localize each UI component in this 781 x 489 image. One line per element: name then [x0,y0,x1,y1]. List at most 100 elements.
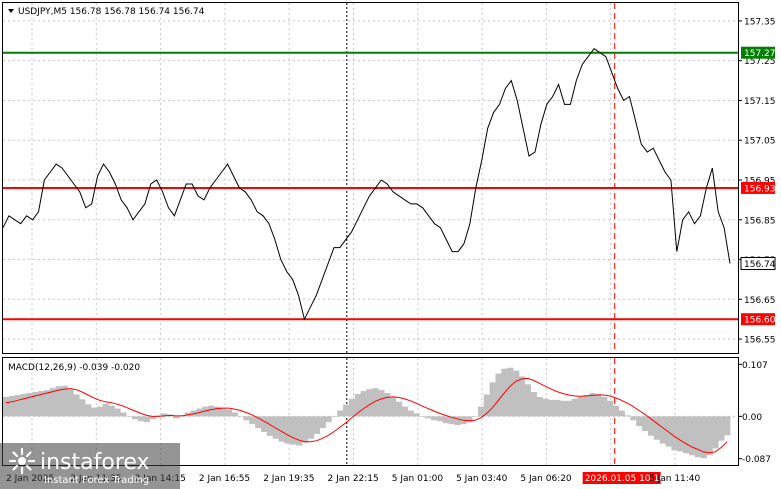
macd-bar [577,396,584,417]
price-level-label: 156.93 [744,184,776,194]
macd-bar [173,416,180,419]
macd-bar [472,416,479,417]
time-axis-label: 2 Jan 16:55 [199,474,250,484]
macd-bar [507,367,514,417]
macd-bar [436,416,444,422]
macd-bar [407,410,414,417]
macd-bar [343,404,350,417]
macd-bar [32,392,39,417]
macd-bar [8,395,16,417]
watermark-tagline: Instant Forex Trading [44,475,149,486]
macd-bar [348,398,356,417]
macd-bar [360,391,367,417]
time-axis-label: 5 Jan 06:20 [520,474,572,484]
macd-bar [55,386,63,417]
macd-bar [102,403,109,417]
time-axis-label: 2 Jan 19:35 [263,474,314,484]
macd-bar [90,407,98,417]
macd-bar [73,394,80,417]
macd-bar [419,416,426,417]
macd-bar [536,396,543,417]
macd-bar [378,390,385,417]
macd-header: MACD(12,26,9) -0.039 -0.020 [8,363,140,373]
watermark-brand: instaforex [40,450,150,475]
macd-bar [284,416,291,444]
macd-bar [3,396,10,417]
macd-bar [513,370,520,417]
macd-bar [85,404,92,417]
macd-bar [395,401,403,417]
macd-bar [454,416,461,426]
price-levels [3,51,738,321]
price-axis: 157.35 157.25 157.15 157.05 156.95 156.85 156.… [738,17,776,346]
macd-bar [401,406,408,417]
macd-bar [554,399,561,417]
macd-bar [624,415,631,417]
macd-signal-line [5,377,728,454]
macd-bar [143,416,150,423]
macd-bar [489,382,496,417]
macd-bar [548,399,555,417]
macd-bar [589,393,596,417]
macd-bar [677,416,684,452]
macd-bar [384,393,391,417]
macd-bar [208,405,215,417]
macd-bar [495,373,502,417]
macd-bar [601,396,608,417]
price-axis-label: 157.15 [744,97,776,107]
macd-bar [618,410,625,417]
macd-bar [67,389,74,417]
macd-bar [542,398,549,417]
instaforex-logo-icon [8,447,36,475]
macd-bar [413,413,420,417]
main-panel-frame [2,2,739,354]
macd-bar [606,400,614,417]
macd-bar [571,398,578,417]
macd-bar [120,412,127,417]
time-axis-label: 5 Jan 11:40 [649,474,701,484]
price-axis-label: 156.65 [744,296,776,306]
time-axis-label: 5 Jan 03:40 [456,474,508,484]
macd-axis-label: 0.107 [742,361,768,371]
macd-axis: 0.107 0.00 -0.087 [738,361,771,465]
macd-bar [706,416,713,456]
price-level-tag [741,46,775,59]
macd-bar [161,413,168,417]
price-axis-label: 156.85 [744,216,776,226]
macd-bar [325,416,332,423]
macd-bar [425,416,432,419]
price-axis-label: 156.95 [744,176,776,186]
macd-bar [477,406,485,417]
macd-bar [313,416,320,434]
macd-bar [231,412,238,417]
time-axis-label: 2 Jan 22:15 [328,474,379,484]
price-level-label: 157.27 [744,49,776,59]
macd-bar [653,416,661,440]
macd-bar [225,409,233,417]
macd-bar [530,392,537,417]
macd-bar [683,416,690,454]
macd-bar [630,416,637,421]
price-axis-label: 157.25 [744,57,776,67]
macd-bar [430,416,438,421]
macd-bar [260,416,268,432]
macd-bar [524,384,532,417]
macd-bar [149,416,156,420]
macd-bar [219,407,227,417]
macd-bar [665,416,672,447]
macd-bar [466,416,473,423]
price-axis-label: 157.05 [744,137,776,147]
macd-bar [26,393,33,417]
macd-bar [249,416,256,425]
macd-bar [688,416,696,456]
macd-bar [442,416,449,424]
macd-axis-label: 0.00 [742,413,762,423]
macd-bar [389,396,397,417]
macd-bar [278,416,285,442]
collapse-arrow-icon[interactable] [8,9,14,13]
macd-bar [14,394,21,417]
macd-bar [583,394,590,417]
macd-bar [38,391,45,417]
current-price-label: 156.74 [744,260,776,270]
macd-bar [243,416,250,421]
